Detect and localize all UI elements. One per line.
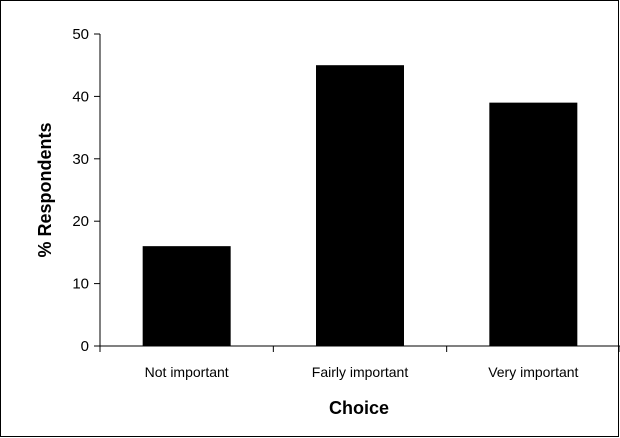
x-tick-label: Fairly important [312, 364, 409, 380]
y-axis-title: % Respondents [35, 122, 55, 257]
y-tick-label: 40 [72, 88, 89, 105]
bars-group [142, 65, 578, 346]
bar-2 [489, 102, 578, 346]
x-axis: Not important Fairly important Very import… [99, 345, 620, 380]
y-tick-label: 0 [81, 338, 89, 355]
x-tick-label: Very important [488, 364, 578, 380]
y-tick-label: 10 [72, 276, 89, 293]
y-tick-label: 50 [72, 26, 89, 43]
y-tick-label: 20 [72, 213, 89, 230]
y-axis: 0 10 20 30 40 50 [72, 26, 101, 355]
x-axis-title: Choice [329, 398, 389, 418]
bar-1 [316, 65, 404, 346]
y-tick-label: 30 [72, 151, 89, 168]
x-tick-label: Not important [145, 364, 229, 380]
bar-0 [142, 246, 231, 346]
